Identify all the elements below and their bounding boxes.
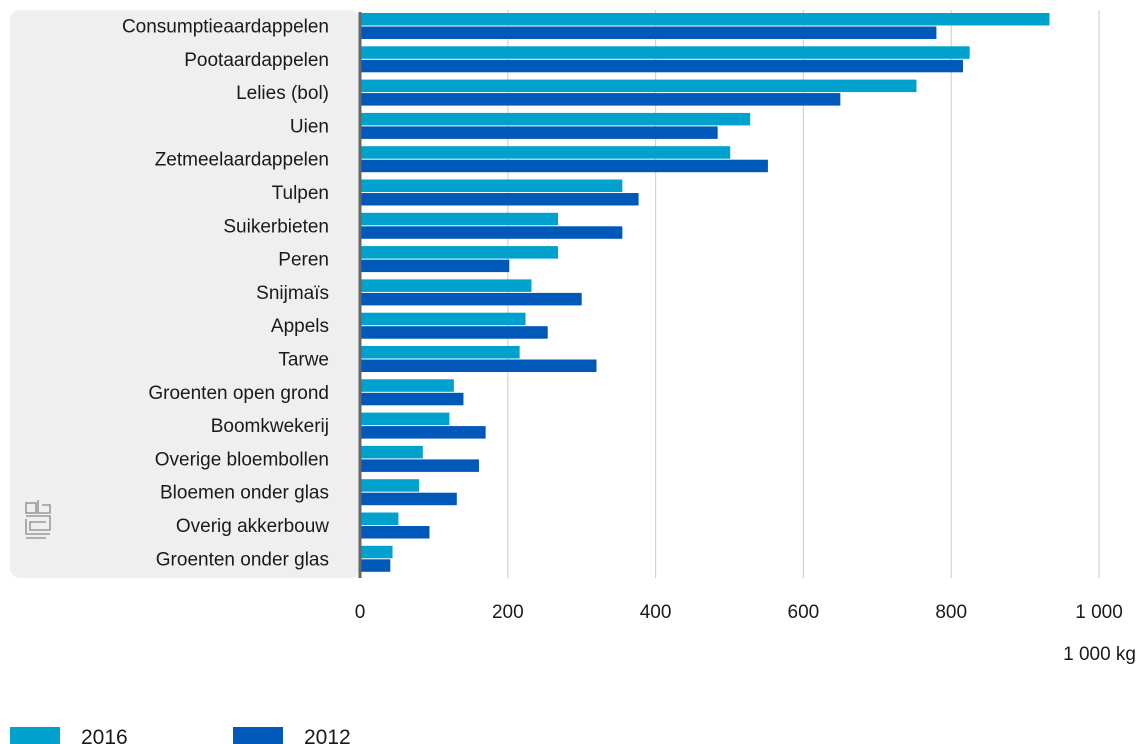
category-label: Pootaardappelen <box>184 50 329 71</box>
x-tick-label: 0 <box>355 602 366 623</box>
bar-2012 <box>360 459 479 472</box>
x-unit-label: 1 000 kg <box>1063 644 1136 665</box>
x-tick-label: 800 <box>935 602 967 623</box>
bar-2012 <box>360 392 464 406</box>
bar-2012 <box>360 26 937 39</box>
bar-2016 <box>360 146 731 159</box>
bar-2012 <box>360 559 391 572</box>
bar-2016 <box>360 179 623 192</box>
bar-2016 <box>360 13 1050 26</box>
bar-2016 <box>360 212 559 226</box>
category-label: Suikerbieten <box>223 216 329 237</box>
category-label: Groenten open grond <box>148 383 329 404</box>
legend-swatch-2016 <box>10 727 60 744</box>
bar-2016 <box>360 479 420 492</box>
bar-2012 <box>360 326 548 339</box>
bar-2012 <box>360 193 639 206</box>
category-label: Snijmaïs <box>256 283 329 304</box>
bar-2012 <box>360 292 582 306</box>
bar-2012 <box>360 359 597 372</box>
bar-2012 <box>360 93 841 106</box>
legend-label-2012: 2012 <box>304 726 351 744</box>
category-label: Peren <box>278 250 329 271</box>
bar-2012 <box>360 159 768 173</box>
bar-2016 <box>360 545 393 559</box>
bar-2012 <box>360 426 486 439</box>
x-tick-labels: 0 200 400 600 800 1 000 <box>355 602 1123 623</box>
category-label-panel <box>10 10 360 578</box>
bar-2016 <box>360 412 450 426</box>
bar-2012 <box>360 59 964 73</box>
bar-2016 <box>360 445 423 459</box>
x-tick-label: 600 <box>788 602 820 623</box>
category-label: Overige bloembollen <box>155 449 329 470</box>
category-label: Tarwe <box>278 350 329 371</box>
bar-2016 <box>360 246 559 259</box>
bar-2012 <box>360 259 510 273</box>
legend-label-2016: 2016 <box>81 726 128 744</box>
bar-2016 <box>360 379 454 392</box>
category-label: Consumptieaardappelen <box>122 17 329 38</box>
bar-2016 <box>360 112 751 126</box>
bar-2016 <box>360 346 520 359</box>
bar-2012 <box>360 492 457 506</box>
category-label: Bloemen onder glas <box>160 483 329 504</box>
category-label: Zetmeelaardappelen <box>155 150 329 171</box>
legend-swatch-2012 <box>233 727 283 744</box>
category-label: Tulpen <box>272 183 329 204</box>
bar-2016 <box>360 312 526 326</box>
x-tick-label: 1 000 <box>1075 602 1123 623</box>
bar-2016 <box>360 279 532 292</box>
category-labels: Consumptieaardappelen Pootaardappelen Leli… <box>122 17 329 571</box>
legend: 2016 2012 <box>10 726 351 744</box>
category-label: Boomkwekerij <box>211 416 329 437</box>
bar-2016 <box>360 79 917 93</box>
bar-2012 <box>360 126 718 139</box>
bar-2016 <box>360 512 399 525</box>
category-label: Overig akkerbouw <box>176 516 329 537</box>
category-label: Uien <box>290 116 329 137</box>
category-label: Groenten onder glas <box>156 549 329 570</box>
bar-2016 <box>360 46 970 59</box>
cbs-logo-icon <box>25 500 51 539</box>
category-label: Appels <box>271 316 329 337</box>
category-label: Lelies (bol) <box>236 83 329 104</box>
bars <box>360 13 1050 572</box>
bar-2012 <box>360 526 430 539</box>
x-tick-label: 400 <box>640 602 672 623</box>
bar-2012 <box>360 226 623 239</box>
x-tick-label: 200 <box>492 602 524 623</box>
